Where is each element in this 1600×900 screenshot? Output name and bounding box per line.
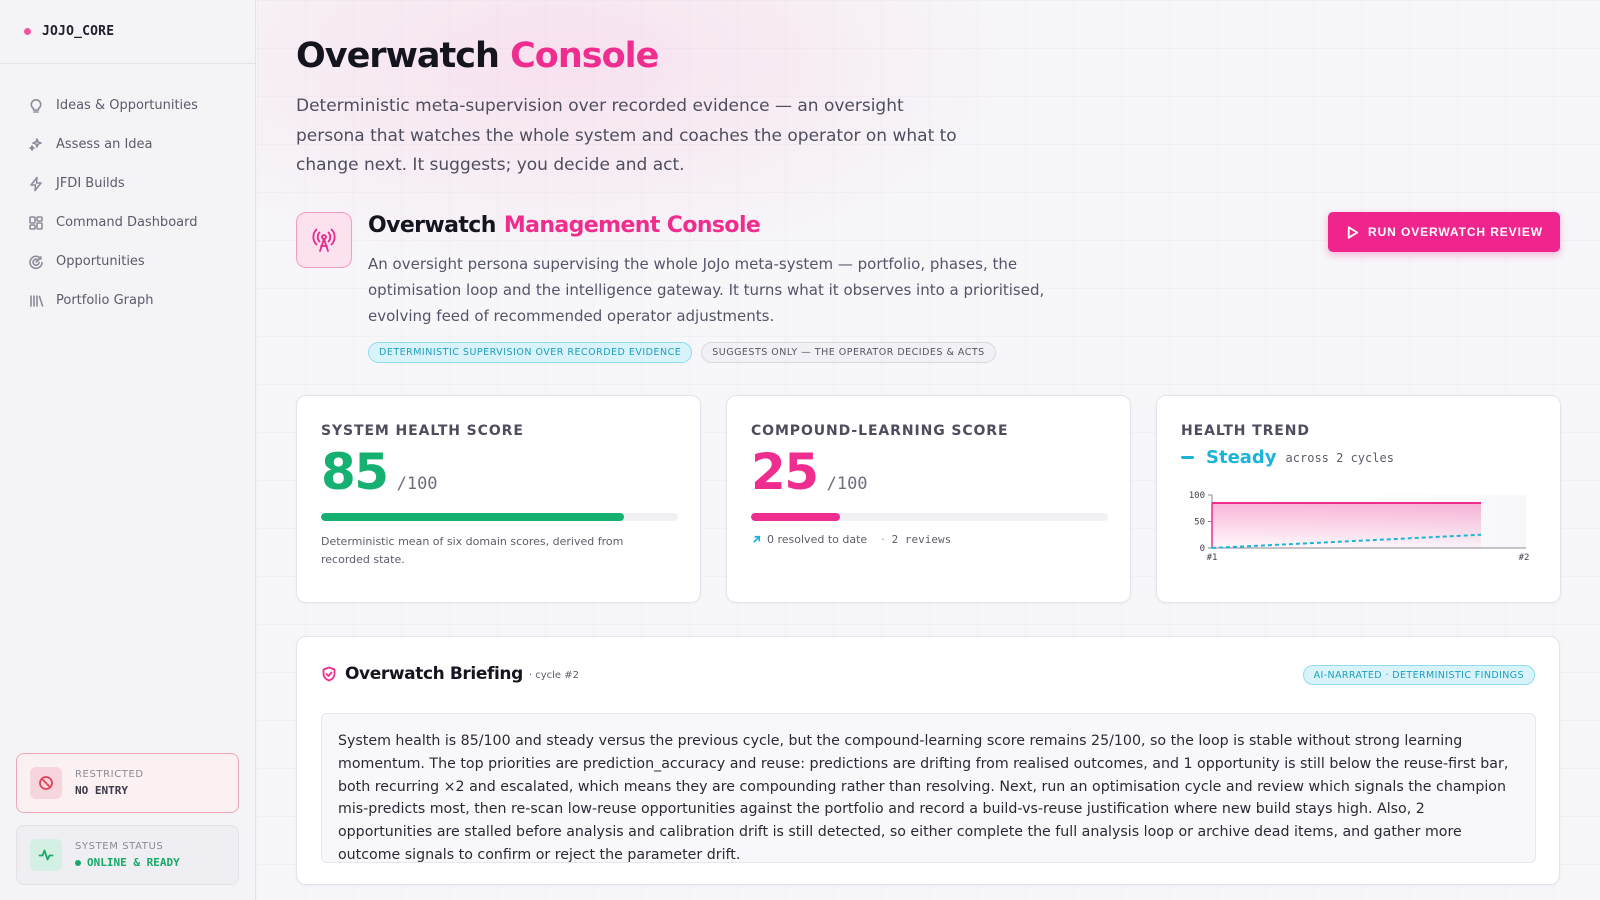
sidebar-item-label: Opportunities — [56, 254, 145, 269]
radar-icon — [29, 255, 43, 269]
score-row: 25 /100 — [751, 443, 868, 501]
restricted-text: RESTRICTED NO ENTRY — [75, 769, 144, 797]
brand-dot — [24, 28, 31, 35]
card-title: COMPOUND-LEARNING SCORE — [751, 423, 1009, 439]
trend-word: Steady — [1206, 447, 1277, 468]
main-content: Overwatch Console Deterministic meta-sup… — [257, 0, 1600, 900]
run-overwatch-review-button[interactable]: RUN OVERWATCH REVIEW — [1328, 212, 1560, 252]
library-icon — [30, 294, 44, 307]
run-button-label: RUN OVERWATCH REVIEW — [1368, 225, 1543, 239]
activity-icon — [30, 839, 62, 871]
sparkles-icon — [29, 137, 42, 151]
sidebar-item-label: Ideas & Opportunities — [56, 98, 198, 113]
system-status-text: SYSTEM STATUS ONLINE & READY — [75, 841, 180, 869]
health-trend-card: HEALTH TREND Steady across 2 cycles 0 50 1… — [1156, 395, 1561, 603]
shield-check-icon — [322, 666, 336, 682]
sidebar-item-assess[interactable]: Assess an Idea — [0, 125, 255, 164]
system-status-value: ONLINE & READY — [75, 856, 180, 869]
restricted-label: RESTRICTED — [75, 769, 144, 780]
lightbulb-icon — [30, 98, 42, 113]
card-title: HEALTH TREND — [1181, 423, 1310, 439]
sidebar-item-label: Assess an Idea — [56, 137, 153, 152]
brand[interactable]: JOJO_CORE — [0, 0, 255, 64]
system-status-value-text: ONLINE & READY — [87, 856, 180, 869]
health-progress-fill — [321, 513, 625, 521]
system-status-card: SYSTEM STATUS ONLINE & READY — [16, 825, 239, 885]
status-dot — [75, 859, 81, 866]
hero-chips: DETERMINISTIC SUPERVISION OVER RECORDED … — [368, 342, 996, 363]
page-title-main: Overwatch — [296, 36, 500, 76]
system-health-card: SYSTEM HEALTH SCORE 85 /100 Deterministi… — [296, 395, 701, 603]
y-tick-label: 100 — [1189, 491, 1205, 501]
card-title: SYSTEM HEALTH SCORE — [321, 423, 524, 439]
learning-progress-track — [751, 513, 1108, 521]
dashboard-grid-icon — [29, 215, 43, 230]
learning-score-value: 25 — [751, 443, 819, 501]
review-count: 2 reviews — [891, 533, 952, 546]
health-area-fill — [1212, 502, 1481, 548]
y-tick-label: 0 — [1200, 544, 1205, 554]
hero-description: An oversight persona supervising the who… — [368, 255, 1045, 325]
chip-suggests-only: SUGGESTS ONLY — THE OPERATOR DECIDES & A… — [701, 342, 996, 363]
sidebar: JOJO_CORE Ideas & Opportunities Assess a… — [0, 0, 256, 900]
score-suffix: /100 — [396, 474, 438, 494]
sidebar-item-label: Portfolio Graph — [56, 293, 154, 308]
no-entry-icon — [30, 767, 62, 799]
page-intro: Deterministic meta-supervision over reco… — [296, 96, 957, 175]
health-trend-chart: 0 50 100 #1 #2 — [1189, 491, 1530, 563]
chip-deterministic: DETERMINISTIC SUPERVISION OVER RECORDED … — [368, 342, 693, 363]
learning-progress-fill — [751, 513, 841, 521]
trend-cycles: across 2 cycles — [1285, 450, 1394, 465]
sidebar-item-portfolio-graph[interactable]: Portfolio Graph — [0, 281, 255, 320]
sidebar-item-opportunities[interactable]: Opportunities — [0, 242, 255, 281]
steady-dash-icon — [1181, 456, 1194, 459]
brand-name: JOJO_CORE — [42, 24, 115, 39]
sidebar-item-command-dashboard[interactable]: Command Dashboard — [0, 203, 255, 242]
briefing-title: Overwatch Briefing — [345, 664, 523, 684]
x-tick-label: #2 — [1519, 553, 1530, 563]
hero-title-main: Overwatch — [368, 213, 496, 238]
ai-narrated-badge: AI-NARRATED · DETERMINISTIC FINDINGS — [1302, 665, 1535, 685]
page-title: Overwatch Console — [296, 36, 659, 76]
restricted-value: NO ENTRY — [75, 784, 128, 797]
learning-meta: 0 resolved to date · 2 reviews — [751, 533, 951, 546]
learning-series-line — [1211, 533, 1482, 549]
briefing-cycle: · cycle #2 — [528, 669, 579, 681]
lightning-icon — [30, 176, 42, 191]
x-tick-label: #1 — [1207, 553, 1218, 563]
system-status-label: SYSTEM STATUS — [75, 841, 164, 852]
arrow-up-right-icon — [753, 535, 761, 543]
health-score-value: 85 — [321, 443, 389, 501]
y-tick-label: 50 — [1194, 518, 1205, 528]
hero-title: Overwatch Management Console — [368, 213, 761, 238]
sidebar-item-ideas[interactable]: Ideas & Opportunities — [0, 86, 255, 125]
score-suffix: /100 — [826, 474, 868, 494]
briefing-body: System health is 85/100 and steady versu… — [321, 713, 1536, 863]
sidebar-item-label: JFDI Builds — [56, 176, 125, 191]
sidebar-item-jfdi-builds[interactable]: JFDI Builds — [0, 164, 255, 203]
page-title-accent: Console — [510, 36, 659, 76]
broadcast-tower-icon — [296, 212, 352, 268]
restricted-card[interactable]: RESTRICTED NO ENTRY — [16, 753, 239, 813]
health-note: Deterministic mean of six domain scores,… — [321, 535, 624, 566]
trend-row: Steady across 2 cycles — [1181, 447, 1394, 468]
briefing-header: Overwatch Briefing · cycle #2 — [321, 664, 579, 684]
hero-title-accent: Management Console — [503, 213, 761, 238]
resolved-count: 0 resolved to date — [767, 533, 868, 546]
compound-learning-card: COMPOUND-LEARNING SCORE 25 /100 0 resolv… — [726, 395, 1131, 603]
sidebar-item-label: Command Dashboard — [56, 215, 198, 230]
play-icon — [1347, 225, 1359, 239]
separator-dot: · — [881, 533, 885, 546]
sidebar-nav: Ideas & Opportunities Assess an Idea JFD… — [0, 64, 255, 320]
health-progress-track — [321, 513, 678, 521]
score-row: 85 /100 — [321, 443, 438, 501]
overwatch-briefing: Overwatch Briefing · cycle #2 AI-NARRATE… — [296, 636, 1560, 885]
